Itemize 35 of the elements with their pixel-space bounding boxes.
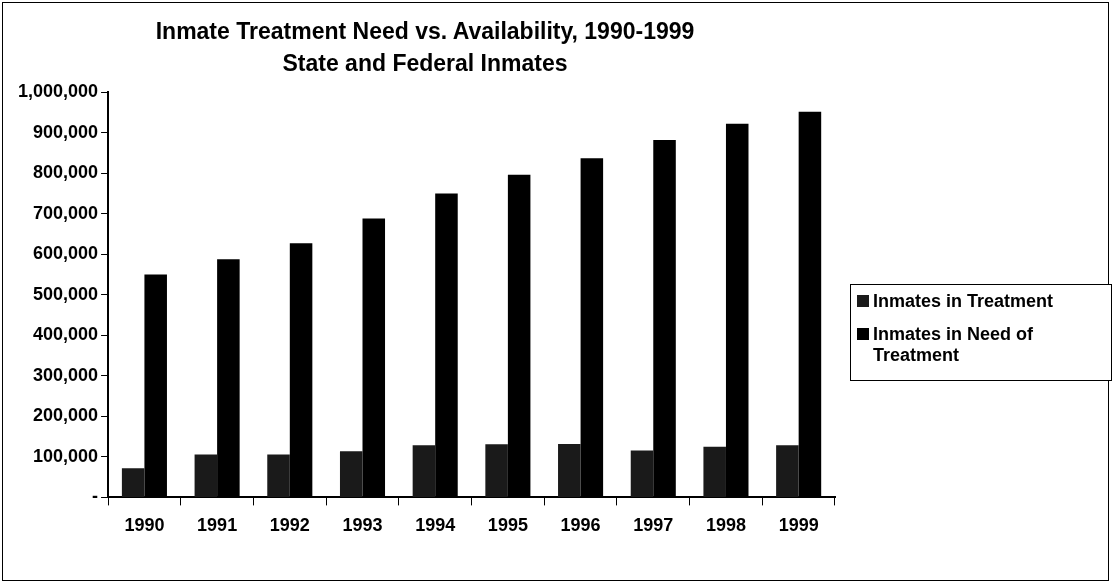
y-tick-label: 500,000 bbox=[33, 283, 99, 304]
bar bbox=[558, 443, 581, 497]
y-tick-label: 400,000 bbox=[33, 324, 99, 345]
y-tick-label: 800,000 bbox=[33, 162, 99, 183]
bar bbox=[412, 445, 436, 497]
x-tick-label: 1990 bbox=[124, 515, 165, 536]
x-tick-label: 1995 bbox=[487, 515, 528, 536]
chart-title: Inmate Treatment Need vs. Availability, 1990-1999 bbox=[155, 18, 695, 45]
y-tick-label: 100,000 bbox=[33, 445, 99, 466]
legend-label: Inmates in Need of Treatment bbox=[873, 324, 1035, 366]
legend-label: Inmates in Treatment bbox=[873, 291, 1054, 312]
y-tick-label: 600,000 bbox=[33, 243, 99, 264]
chart-subtitle: State and Federal Inmates bbox=[282, 49, 568, 76]
bar bbox=[630, 450, 654, 497]
bar bbox=[776, 445, 799, 497]
y-tick-label: - bbox=[92, 486, 99, 507]
y-tick-label: 1,000,000 bbox=[18, 81, 99, 102]
x-tick-label: 1996 bbox=[560, 515, 601, 536]
x-tick-label: 1991 bbox=[197, 515, 238, 536]
y-tick-label: 200,000 bbox=[33, 405, 99, 426]
y-tick-label: 300,000 bbox=[33, 364, 99, 385]
x-tick-label: 1997 bbox=[633, 515, 674, 536]
bar bbox=[121, 468, 145, 497]
y-tick-label: 900,000 bbox=[33, 121, 99, 142]
x-tick-label: 1994 bbox=[415, 515, 456, 536]
x-tick-label: 1992 bbox=[269, 515, 310, 536]
bar bbox=[194, 454, 218, 497]
y-tick-label: 700,000 bbox=[33, 202, 99, 223]
x-tick-label: 1998 bbox=[705, 515, 746, 536]
bar bbox=[485, 444, 508, 497]
bar bbox=[267, 454, 290, 497]
bar bbox=[339, 451, 363, 497]
x-tick-label: 1999 bbox=[778, 515, 819, 536]
x-tick-label: 1993 bbox=[342, 515, 383, 536]
bar bbox=[703, 446, 726, 497]
